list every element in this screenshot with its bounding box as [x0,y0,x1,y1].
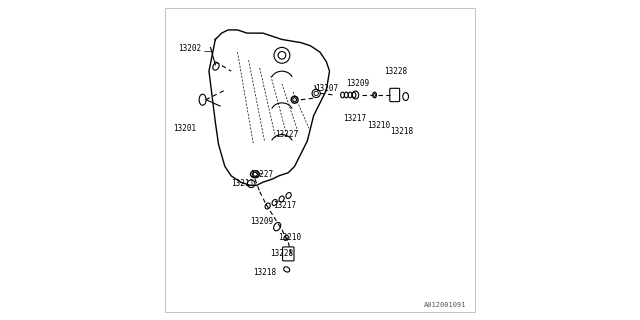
Text: 13209: 13209 [346,79,370,88]
Text: 13218: 13218 [253,268,276,277]
Text: 13227: 13227 [250,170,273,179]
Text: 13228: 13228 [385,67,408,76]
Text: 13202: 13202 [179,44,202,53]
Text: 13209: 13209 [250,217,273,226]
Text: 13227: 13227 [275,130,298,139]
Text: 13207: 13207 [315,84,338,93]
Text: 13228: 13228 [270,249,294,258]
Text: 13201: 13201 [173,124,196,133]
Text: 13210: 13210 [367,121,390,130]
Text: 13211: 13211 [230,179,254,188]
Text: 13217: 13217 [273,202,297,211]
Text: 13218: 13218 [390,127,413,136]
Text: 13210: 13210 [278,233,301,242]
Text: A012001091: A012001091 [424,301,466,308]
Text: 13217: 13217 [343,114,367,123]
